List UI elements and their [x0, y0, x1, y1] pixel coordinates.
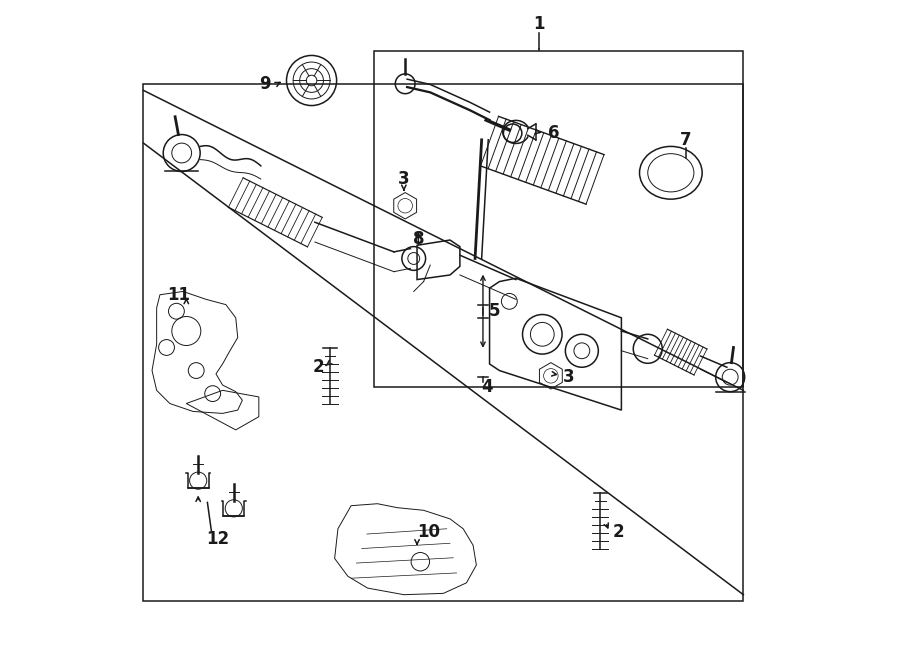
Text: 2: 2	[312, 358, 324, 376]
Text: 5: 5	[489, 303, 500, 320]
Text: 8: 8	[412, 230, 424, 248]
Text: 9: 9	[259, 75, 271, 93]
Text: 3: 3	[562, 368, 574, 386]
Text: 1: 1	[533, 15, 544, 34]
Text: 4: 4	[482, 378, 492, 396]
Text: 10: 10	[418, 523, 440, 541]
Text: 2: 2	[612, 523, 624, 541]
Text: 12: 12	[206, 530, 230, 547]
Text: 7: 7	[680, 131, 692, 149]
Text: 11: 11	[166, 286, 190, 304]
Text: 3: 3	[398, 170, 410, 189]
Text: 6: 6	[548, 124, 559, 142]
